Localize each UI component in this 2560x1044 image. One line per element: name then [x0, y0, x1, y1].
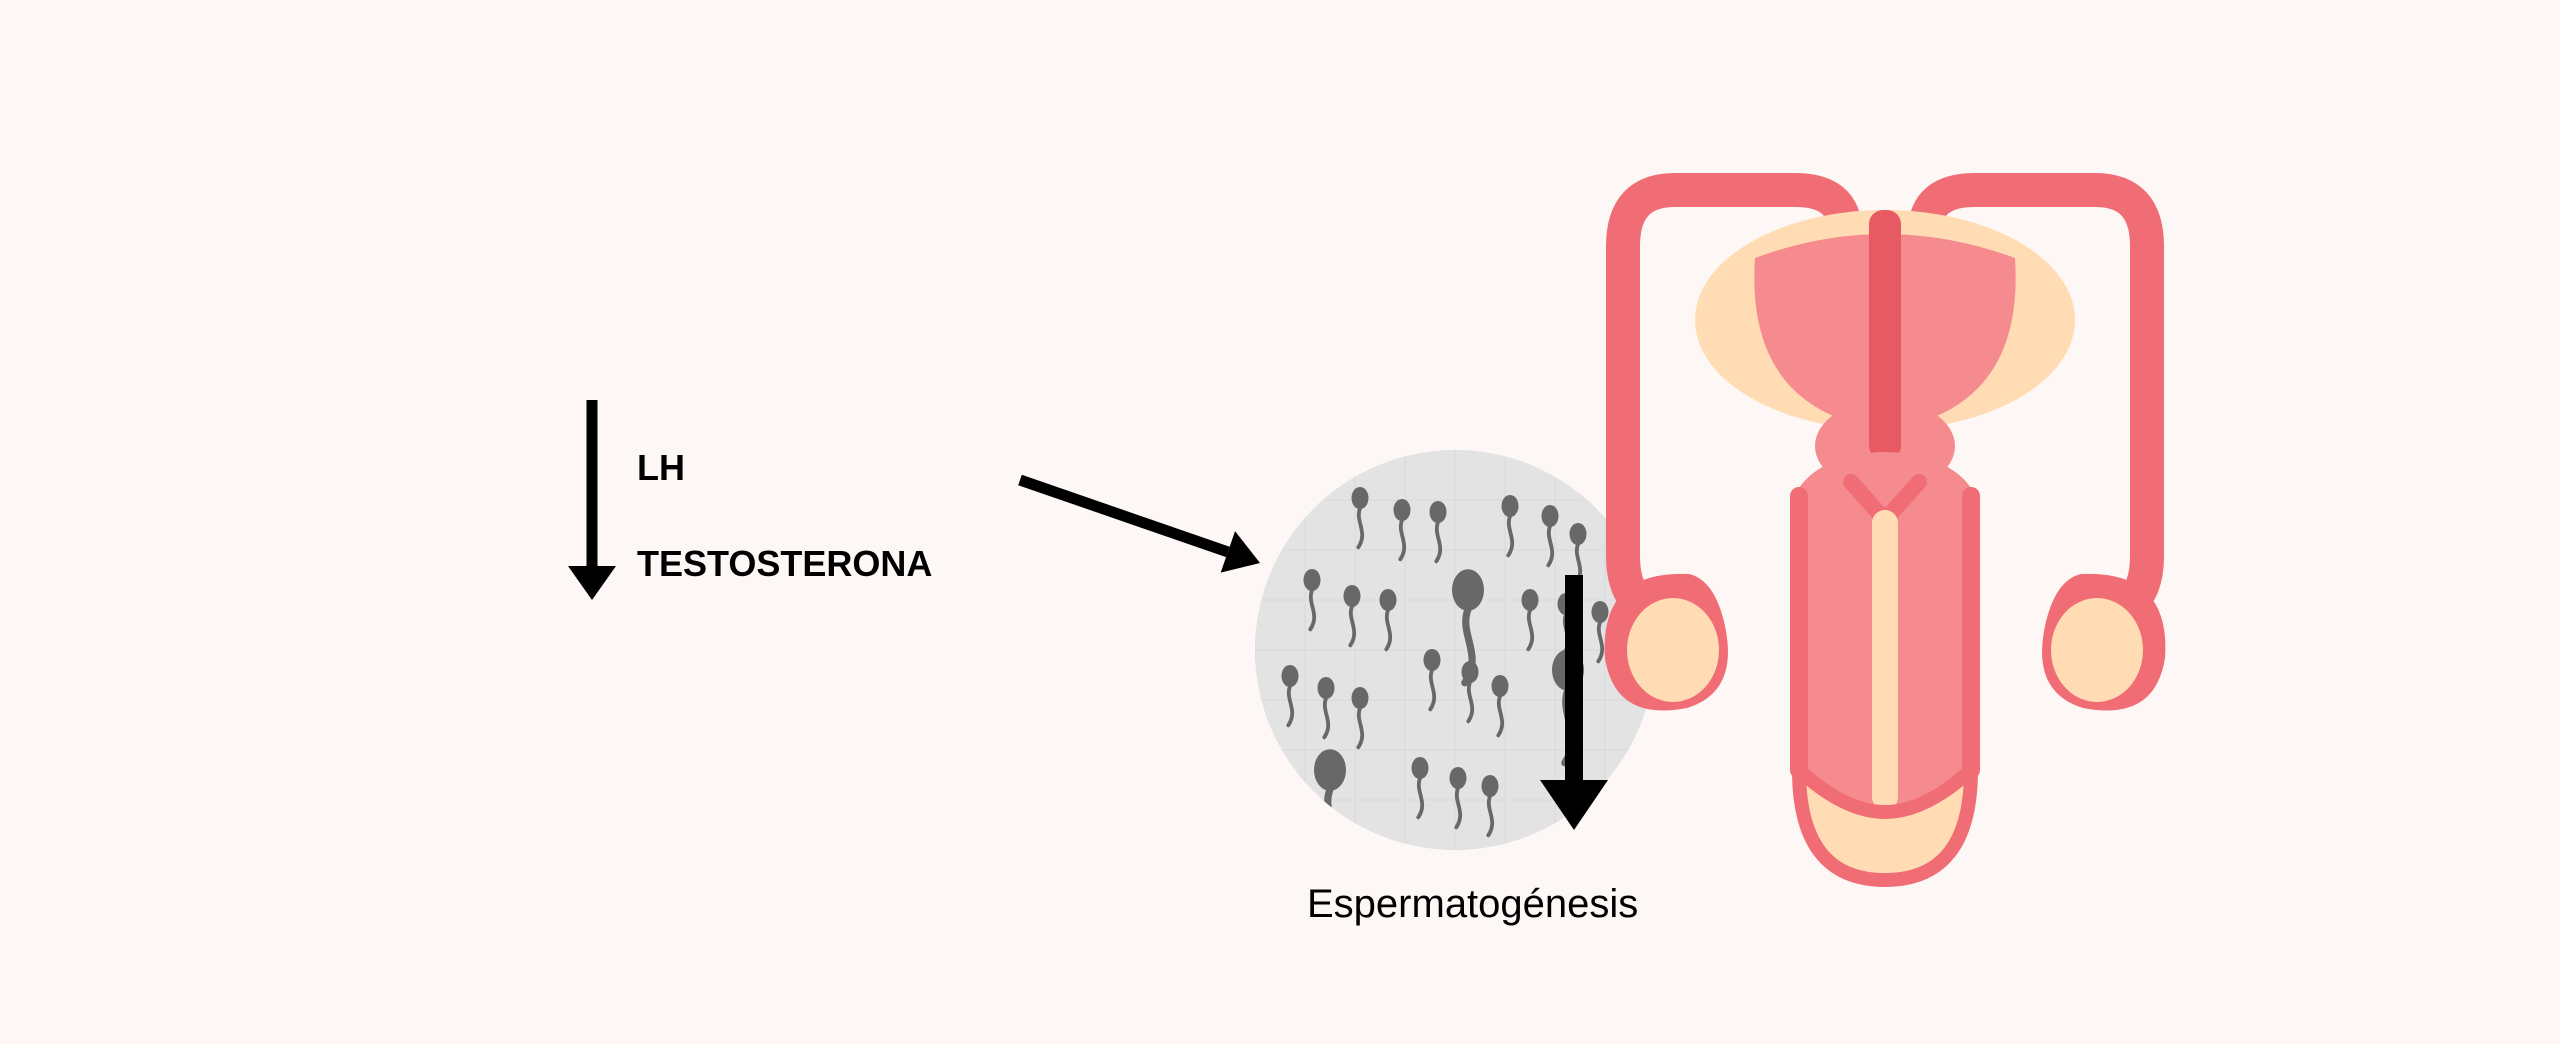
sperm-circle: [1255, 450, 1655, 863]
label-lh: LH: [637, 447, 685, 489]
label-espermatogenesis: Espermatogénesis: [1307, 882, 1638, 927]
label-testosterona: TESTOSTERONA: [637, 543, 932, 585]
diagram-canvas: LH TESTOSTERONA Espermatogénesis: [0, 0, 2560, 1044]
male-reproductive-icon: [1605, 190, 2166, 880]
